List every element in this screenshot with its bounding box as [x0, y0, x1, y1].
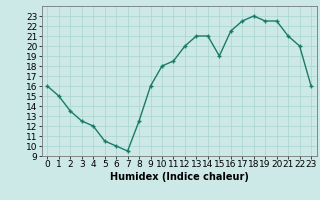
X-axis label: Humidex (Indice chaleur): Humidex (Indice chaleur): [110, 172, 249, 182]
